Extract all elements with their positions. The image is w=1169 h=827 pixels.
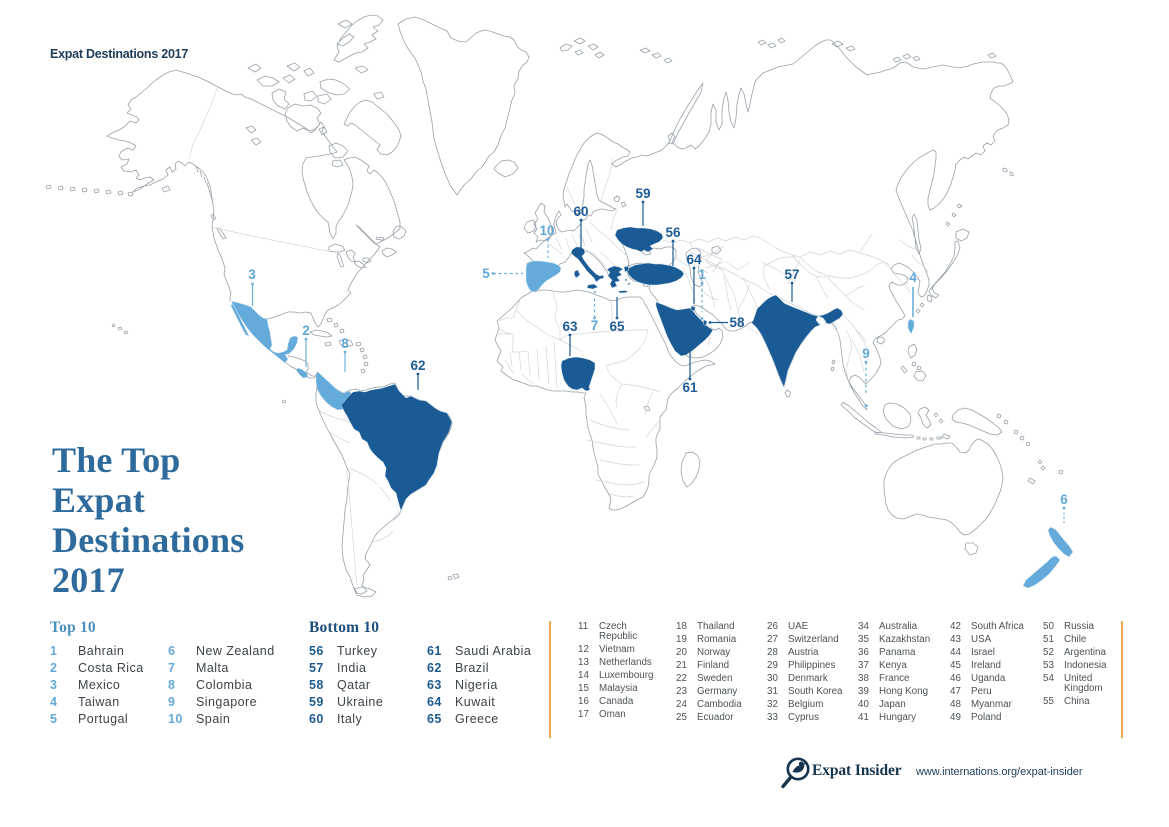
svg-text:1: 1 [698,267,706,282]
svg-text:3: 3 [248,267,256,282]
svg-text:60: 60 [573,204,588,219]
svg-text:8: 8 [341,336,349,351]
svg-text:7: 7 [591,318,599,333]
svg-text:9: 9 [862,346,870,361]
svg-text:62: 62 [410,358,425,373]
svg-text:56: 56 [665,225,681,240]
svg-text:59: 59 [635,186,650,201]
svg-text:10: 10 [539,223,554,238]
svg-text:57: 57 [784,267,799,282]
svg-text:61: 61 [682,380,698,395]
svg-text:65: 65 [609,319,625,334]
svg-text:58: 58 [729,315,745,330]
svg-text:6: 6 [1060,492,1068,507]
svg-text:5: 5 [482,266,490,281]
svg-text:64: 64 [686,252,702,267]
svg-text:4: 4 [909,270,917,285]
svg-text:2: 2 [302,323,310,338]
svg-text:63: 63 [562,319,578,334]
